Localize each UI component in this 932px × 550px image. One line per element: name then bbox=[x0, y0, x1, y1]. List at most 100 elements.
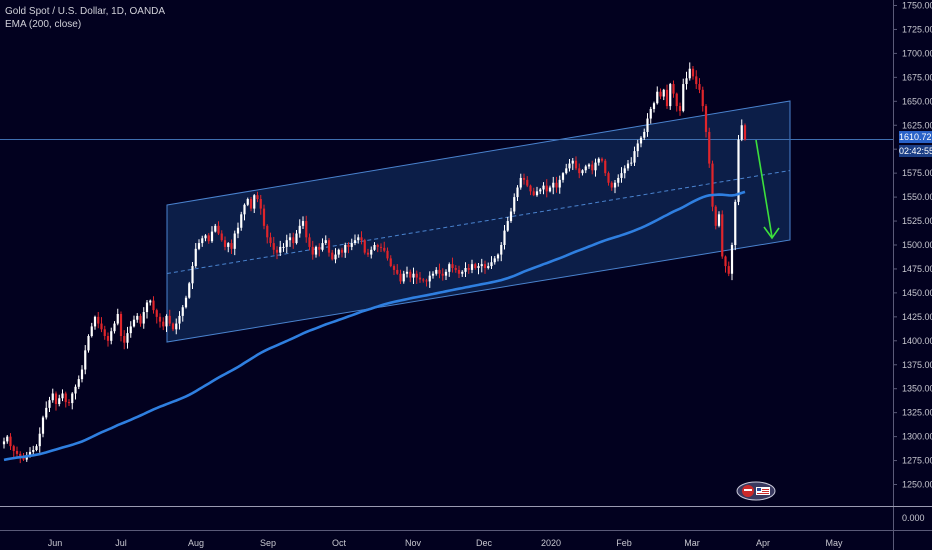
candle bbox=[574, 156, 578, 171]
time-tick-label: Jul bbox=[115, 538, 127, 548]
candle bbox=[665, 84, 669, 109]
candle bbox=[474, 262, 477, 270]
candle bbox=[136, 313, 139, 323]
candle bbox=[314, 245, 318, 258]
candle bbox=[145, 299, 149, 319]
candle bbox=[444, 269, 448, 280]
current-price-tag: 1610.726 bbox=[899, 131, 932, 143]
price-tick-label: 1275.000 bbox=[902, 456, 932, 466]
time-tick-label: Oct bbox=[332, 538, 347, 548]
candle bbox=[591, 160, 594, 175]
candle bbox=[675, 92, 678, 112]
time-tick-label: May bbox=[825, 538, 843, 548]
indicator-label: EMA (200, close) bbox=[5, 19, 82, 30]
price-tick-label: 1700.000 bbox=[902, 48, 932, 58]
candle bbox=[48, 396, 51, 412]
candle bbox=[132, 315, 136, 328]
candle bbox=[490, 256, 493, 270]
candle bbox=[568, 158, 571, 172]
candle bbox=[84, 345, 87, 375]
candle bbox=[318, 243, 321, 257]
candle bbox=[301, 216, 305, 230]
candlestick-series bbox=[2, 62, 747, 464]
price-tick-label: 1450.000 bbox=[902, 288, 932, 298]
price-tick-label: 1300.000 bbox=[902, 432, 932, 442]
candle bbox=[483, 260, 487, 274]
candle bbox=[139, 313, 142, 327]
candle bbox=[708, 127, 711, 168]
time-tick-label: Sep bbox=[260, 538, 276, 548]
candle bbox=[243, 203, 246, 221]
candle bbox=[236, 222, 240, 239]
candle bbox=[496, 253, 500, 262]
candle bbox=[532, 187, 535, 197]
candle bbox=[311, 240, 314, 260]
candle bbox=[480, 258, 483, 273]
channel-midline bbox=[166, 170, 791, 274]
candle bbox=[129, 321, 132, 338]
time-tick-label: Feb bbox=[616, 538, 632, 548]
candle bbox=[259, 194, 262, 215]
candle bbox=[457, 265, 461, 278]
candle bbox=[620, 167, 623, 183]
candle bbox=[77, 375, 80, 390]
candle bbox=[295, 230, 298, 245]
time-axis[interactable]: Jun Jul Aug Sep Oct Nov Dec 2020 Feb Mar Apr May bbox=[48, 538, 843, 548]
candle bbox=[730, 242, 734, 281]
time-tick-label: Apr bbox=[756, 538, 770, 548]
candle bbox=[418, 272, 422, 283]
candle bbox=[113, 321, 116, 334]
candle bbox=[678, 102, 682, 116]
candle bbox=[373, 242, 376, 251]
candle bbox=[402, 270, 405, 284]
candle bbox=[340, 247, 344, 258]
candle bbox=[217, 221, 220, 235]
candle bbox=[594, 158, 597, 177]
candle bbox=[168, 309, 171, 327]
candle bbox=[71, 392, 74, 410]
candle bbox=[275, 246, 279, 260]
candle bbox=[717, 211, 721, 228]
price-tick-label: 1250.000 bbox=[902, 480, 932, 490]
candle bbox=[610, 181, 613, 191]
candle bbox=[682, 78, 685, 113]
flag-icon[interactable] bbox=[736, 481, 776, 501]
candle bbox=[685, 71, 688, 90]
candle bbox=[155, 308, 158, 324]
candle bbox=[223, 236, 227, 251]
candle bbox=[503, 224, 506, 250]
candle bbox=[652, 101, 656, 113]
candle bbox=[298, 219, 301, 238]
price-tick-label: 1475.000 bbox=[902, 264, 932, 274]
candle bbox=[184, 295, 188, 309]
candle bbox=[9, 433, 12, 451]
candle bbox=[201, 235, 204, 247]
candle bbox=[464, 262, 467, 278]
candle bbox=[656, 86, 659, 105]
candle bbox=[305, 215, 308, 243]
candle bbox=[188, 281, 191, 299]
candle bbox=[171, 322, 175, 332]
candle bbox=[415, 270, 418, 284]
price-tick-label: 1375.000 bbox=[902, 360, 932, 370]
candle bbox=[649, 106, 652, 124]
indicator-tick-label: 0.000 bbox=[902, 513, 925, 523]
candle bbox=[240, 211, 243, 231]
candle bbox=[405, 266, 409, 278]
candle bbox=[331, 249, 334, 261]
candle bbox=[578, 163, 581, 179]
candle bbox=[100, 317, 103, 333]
candle bbox=[428, 271, 431, 288]
candle bbox=[399, 269, 402, 284]
candle bbox=[347, 242, 350, 254]
candle bbox=[630, 157, 633, 166]
candle bbox=[350, 238, 353, 251]
time-tick-label: Jun bbox=[48, 538, 63, 548]
candle bbox=[688, 62, 691, 81]
candle bbox=[230, 239, 233, 255]
candle bbox=[2, 437, 6, 449]
candle bbox=[123, 330, 126, 350]
price-tick-label: 1425.000 bbox=[902, 312, 932, 322]
projection-arrow[interactable] bbox=[755, 139, 780, 240]
